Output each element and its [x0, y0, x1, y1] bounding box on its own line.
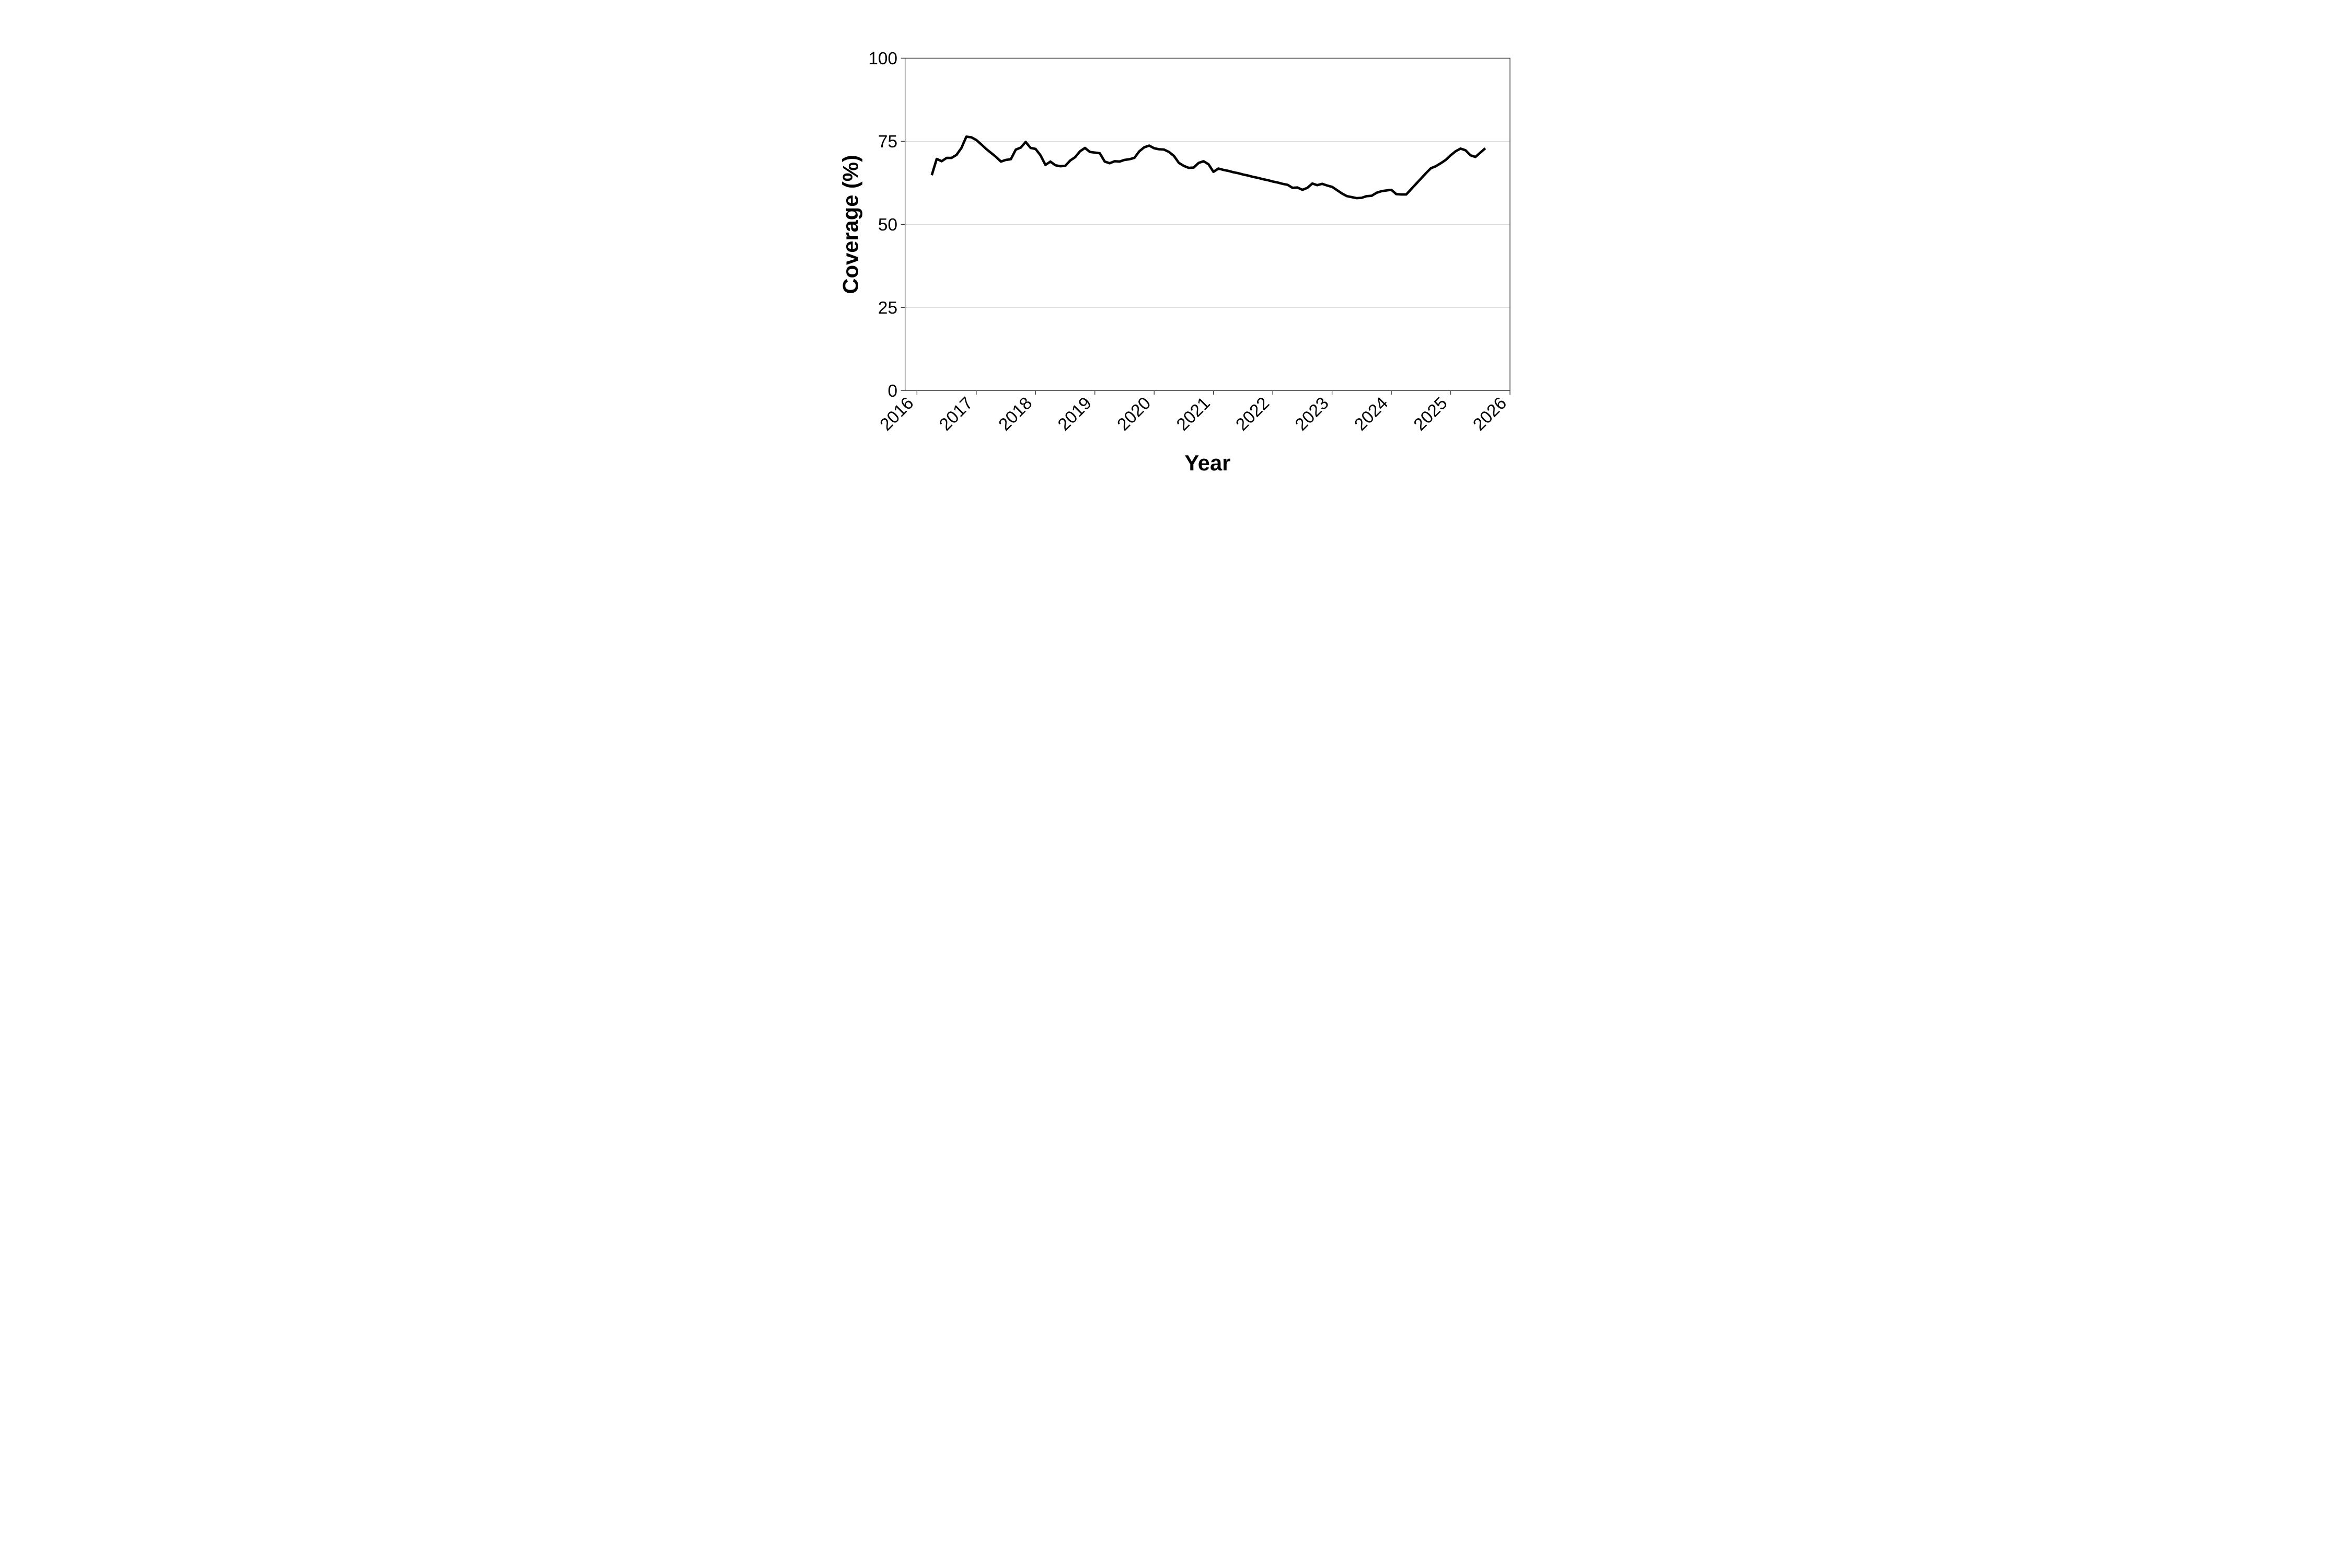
- y-tick-label: 25: [878, 298, 897, 318]
- coverage-line: [930, 135, 1486, 200]
- chart-background: [784, 0, 1568, 523]
- gridlines: [905, 141, 1510, 308]
- y-tick-label: 75: [878, 132, 897, 152]
- chart-figure: 0 25 50 75 100 2016 2017 2018 2019 2020 2021 2022 20…: [784, 0, 1568, 523]
- y-axis-title: Coverage (%): [838, 155, 863, 294]
- x-axis-title: Year: [1184, 451, 1230, 475]
- y-tick-label: 0: [887, 382, 897, 401]
- y-tick-label: 50: [878, 215, 897, 235]
- y-tick-label: 100: [868, 49, 897, 68]
- plot-panel-border: [904, 57, 1511, 391]
- axis-ticks: [901, 57, 1511, 395]
